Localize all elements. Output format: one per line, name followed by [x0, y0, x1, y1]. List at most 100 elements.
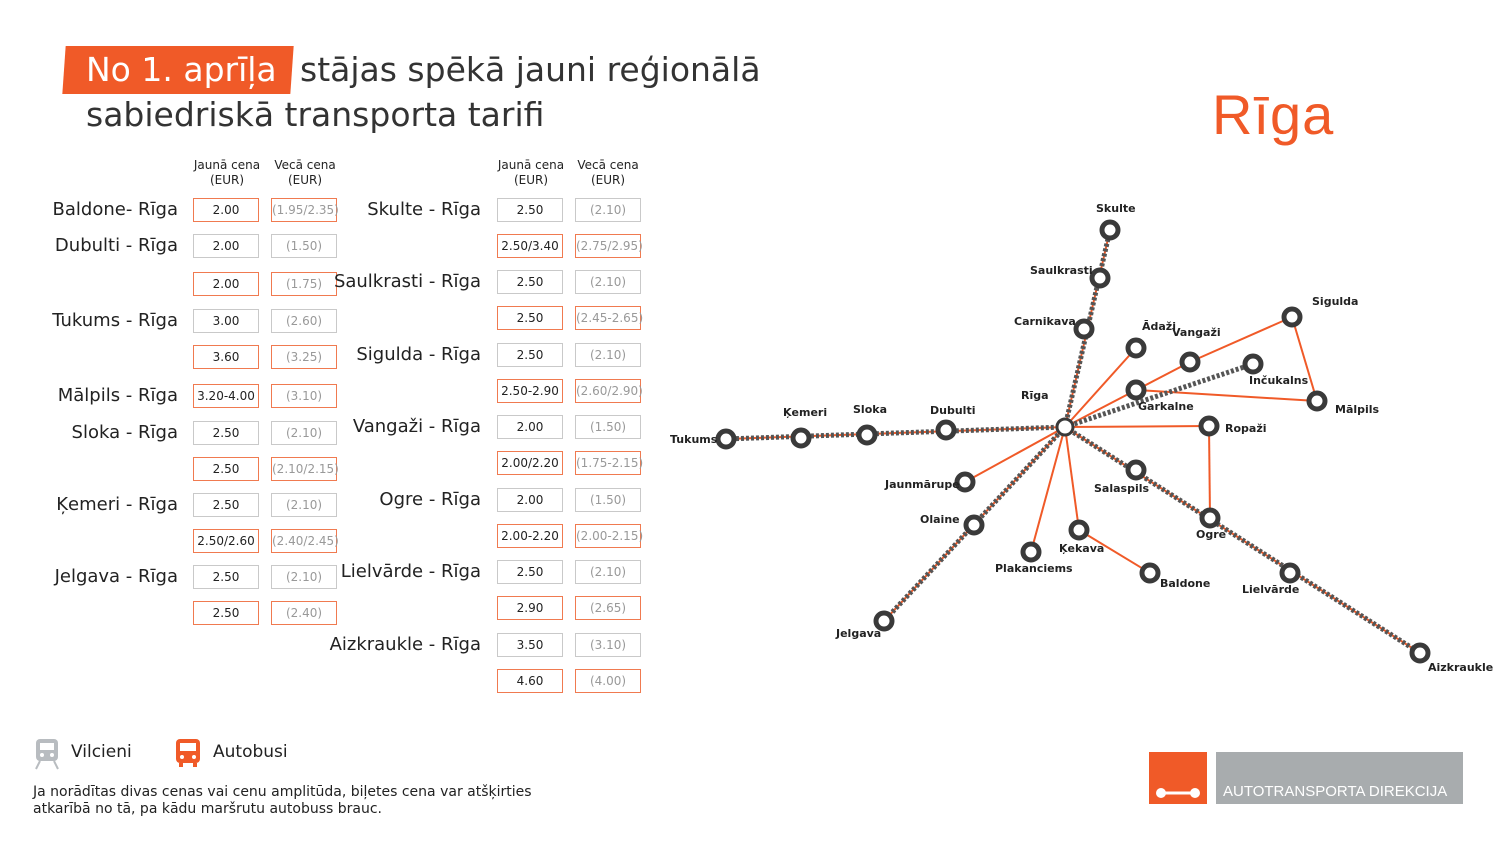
old-price: (2.60) — [271, 309, 337, 333]
old-price: (4.00) — [575, 669, 641, 693]
new-price: 2.00 — [193, 234, 259, 258]
bus-line-adazi — [1064, 347, 1137, 428]
station-marker — [1179, 351, 1201, 373]
new-price: 2.50 — [497, 306, 563, 330]
route-name: Skulte - Rīga — [367, 199, 481, 220]
new-price: 2.50 — [193, 601, 259, 625]
bus-wheels-icon — [1156, 788, 1200, 798]
new-price: 4.60 — [497, 669, 563, 693]
route-name: Sigulda - Rīga — [356, 344, 481, 365]
station-label: Ropaži — [1225, 422, 1267, 435]
station-label: Ķemeri — [783, 406, 827, 419]
atd-logo-bar — [1216, 752, 1463, 804]
station-marker — [856, 424, 878, 446]
route-name: Dubulti - Rīga — [54, 235, 178, 256]
route-name: Sloka - Rīga — [71, 422, 178, 443]
old-price: (2.10) — [575, 198, 641, 222]
route-name: Ogre - Rīga — [379, 489, 481, 510]
new-price: 3.00 — [193, 309, 259, 333]
old-price: (2.10) — [575, 560, 641, 584]
col-header-new: Jaunā cena (EUR) — [497, 158, 565, 187]
old-price: (2.10) — [575, 270, 641, 294]
station-marker — [1242, 353, 1264, 375]
route-name: Vangaži - Rīga — [352, 416, 481, 437]
legend-train-label: Vilcieni — [71, 742, 132, 762]
legend-bus-label: Autobusi — [213, 742, 288, 762]
old-price: (2.60/2.90) — [575, 379, 643, 403]
station-label: Saulkrasti — [1030, 264, 1093, 277]
new-price: 2.50 — [497, 560, 563, 584]
station-marker — [1068, 519, 1090, 541]
station-label: Baldone — [1160, 577, 1210, 590]
station-marker — [1125, 459, 1147, 481]
atd-logo-mark — [1149, 752, 1207, 804]
station-marker — [954, 471, 976, 493]
col-header-old: Vecā cena (EUR) — [577, 158, 639, 187]
train-line-tukums — [725, 424, 1066, 442]
new-price: 2.50 — [497, 343, 563, 367]
station-label: Rīga — [1021, 389, 1049, 402]
station-marker — [1139, 562, 1161, 584]
old-price: (1.95/2.35) — [271, 198, 339, 222]
page-title-line1: stājas spēkā jauni reģionālā — [300, 50, 761, 89]
station-marker — [1073, 318, 1095, 340]
route-name: Baldone- Rīga — [52, 199, 178, 220]
station-marker — [1198, 415, 1220, 437]
station-marker — [963, 514, 985, 536]
bus-line-kekava — [1064, 426, 1080, 531]
station-label: Garkalne — [1138, 400, 1194, 413]
new-price: 2.00 — [193, 272, 259, 296]
station-marker — [1125, 379, 1147, 401]
new-price: 2.50 — [193, 565, 259, 589]
bus-line-jaunmarupe — [964, 426, 1066, 483]
bus-icon — [176, 739, 200, 767]
bus-line-baldone — [1078, 529, 1151, 574]
route-name: Jelgava - Rīga — [54, 566, 178, 587]
station-label: Salaspils — [1094, 482, 1150, 495]
new-price: 2.00 — [193, 198, 259, 222]
station-label: Ogre — [1196, 528, 1226, 541]
new-price: 2.00 — [497, 415, 563, 439]
station-marker — [1020, 541, 1042, 563]
new-price: 2.50 — [497, 198, 563, 222]
station-label: Aizkraukle — [1428, 661, 1493, 674]
bus-line-ropazi-ogre — [1208, 425, 1211, 519]
new-price: 3.50 — [497, 633, 563, 657]
footnote: Ja norādītas divas cenas vai cenu amplit… — [33, 784, 532, 817]
station-marker — [1199, 507, 1221, 529]
new-price: 2.00-2.20 — [497, 524, 563, 548]
station-label: Vangaži — [1172, 326, 1221, 339]
train-line-sigulda — [1064, 361, 1254, 430]
old-price: (1.50) — [271, 234, 337, 258]
old-price: (3.10) — [271, 384, 337, 408]
station-marker — [1281, 306, 1303, 328]
station-label: Carnikava — [1014, 315, 1076, 328]
page-title-line2: sabiedriskā transporta tarifi — [86, 95, 545, 134]
col-header-new: Jaunā cena (EUR) — [193, 158, 261, 187]
route-name: Lielvārde - Rīga — [340, 561, 481, 582]
station-label: Dubulti — [930, 404, 975, 417]
old-price: (3.10) — [575, 633, 641, 657]
bus-line-plakanciems — [1030, 426, 1066, 553]
bus-line-sigulda — [1189, 316, 1293, 363]
riga-logo: Rīga — [1212, 83, 1335, 146]
new-price: 2.50 — [193, 457, 259, 481]
bus-line-malpils-link — [1291, 316, 1318, 402]
old-price: (2.10) — [271, 421, 337, 445]
station-marker — [873, 610, 895, 632]
route-name: Tukums - Rīga — [52, 310, 178, 331]
old-price: (2.10) — [271, 493, 337, 517]
old-price: (1.75) — [271, 272, 337, 296]
station-label: Olaine — [920, 513, 960, 526]
station-label: Mālpils — [1335, 403, 1380, 416]
new-price: 3.60 — [193, 345, 259, 369]
station-label: Sloka — [853, 403, 887, 416]
station-label: Ādaži — [1142, 320, 1176, 333]
title-date: No 1. aprīļa — [86, 50, 277, 89]
old-price: (2.40) — [271, 601, 337, 625]
station-marker — [1125, 337, 1147, 359]
old-price: (2.45-2.65) — [575, 306, 643, 330]
new-price: 2.50 — [193, 421, 259, 445]
station-marker — [1089, 267, 1111, 289]
station-label: Jaunmārupe — [884, 478, 960, 491]
